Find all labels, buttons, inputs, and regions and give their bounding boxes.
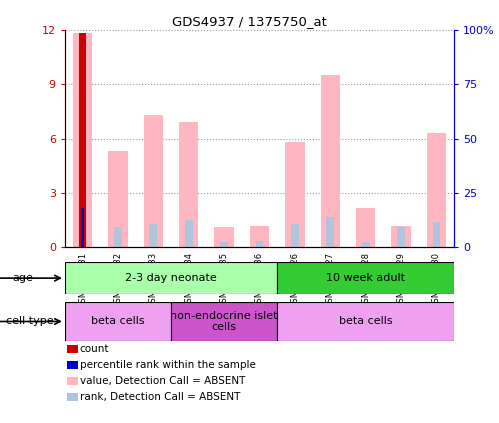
Bar (362, 242, 370, 247)
Bar (79, 211, 86, 247)
Bar (79, 33, 86, 247)
Bar (114, 228, 122, 247)
Bar (220, 242, 228, 247)
Text: rank, Detection Call = ABSENT: rank, Detection Call = ABSENT (80, 392, 240, 402)
Bar (326, 217, 334, 247)
Text: age: age (12, 273, 33, 283)
Bar (433, 222, 440, 247)
Bar (255, 241, 263, 247)
Bar (391, 226, 411, 247)
Bar (81, 208, 84, 247)
Bar (397, 228, 405, 247)
Text: percentile rank within the sample: percentile rank within the sample (80, 360, 255, 370)
Bar (144, 115, 163, 247)
Bar (185, 220, 193, 247)
Bar (73, 33, 92, 247)
Bar (149, 224, 157, 247)
Bar (320, 75, 340, 247)
Text: GDS4937 / 1375750_at: GDS4937 / 1375750_at (172, 15, 327, 28)
Bar (171, 302, 277, 341)
Text: beta cells: beta cells (339, 316, 392, 327)
Bar (277, 302, 454, 341)
Bar (291, 224, 299, 247)
Text: non-endocrine islet
cells: non-endocrine islet cells (170, 310, 278, 332)
Bar (356, 208, 375, 247)
Bar (65, 302, 171, 341)
Text: value, Detection Call = ABSENT: value, Detection Call = ABSENT (80, 376, 245, 386)
Text: count: count (80, 343, 109, 354)
Text: cell type: cell type (6, 316, 54, 327)
Bar (215, 228, 234, 247)
Text: 2-3 day neonate: 2-3 day neonate (125, 273, 217, 283)
Text: 10 week adult: 10 week adult (326, 273, 405, 283)
Bar (427, 133, 446, 247)
Bar (108, 151, 128, 247)
Bar (250, 226, 269, 247)
Bar (65, 262, 277, 294)
Bar (179, 122, 199, 247)
Text: beta cells: beta cells (91, 316, 145, 327)
Bar (277, 262, 454, 294)
Bar (285, 142, 304, 247)
